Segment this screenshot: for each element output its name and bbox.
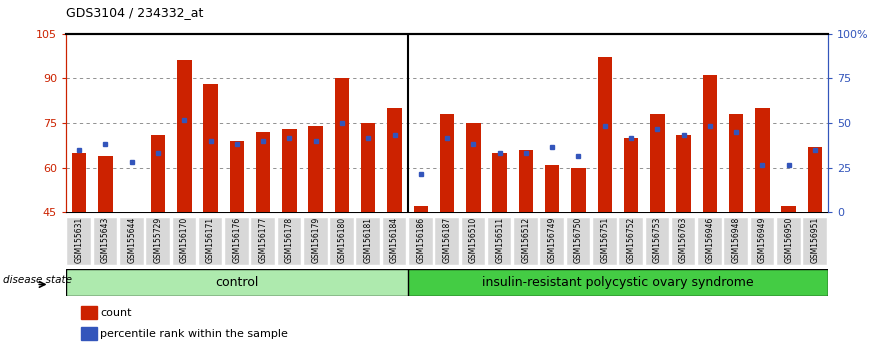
Bar [99,156,113,212]
FancyBboxPatch shape [619,218,643,264]
Text: GSM156181: GSM156181 [364,217,373,263]
FancyBboxPatch shape [672,218,695,264]
FancyBboxPatch shape [357,218,380,264]
Bar [729,114,744,212]
Text: GSM156176: GSM156176 [233,217,241,263]
Bar [440,114,455,212]
Bar [808,147,822,212]
Text: GSM156948: GSM156948 [731,217,741,263]
Text: GSM155643: GSM155643 [101,217,110,263]
Bar [408,269,828,296]
Bar [335,78,349,212]
Bar [677,135,691,212]
Text: GSM156750: GSM156750 [574,217,583,263]
FancyBboxPatch shape [330,218,354,264]
FancyBboxPatch shape [803,218,827,264]
Bar [66,269,408,296]
Text: GSM156510: GSM156510 [469,217,478,263]
Bar [571,168,586,212]
Text: GSM156512: GSM156512 [522,217,530,263]
Text: GSM156749: GSM156749 [548,217,557,263]
FancyBboxPatch shape [251,218,275,264]
Text: count: count [100,308,132,318]
FancyBboxPatch shape [698,218,722,264]
Bar [703,75,717,212]
Text: GSM156184: GSM156184 [390,217,399,263]
FancyBboxPatch shape [646,218,670,264]
FancyBboxPatch shape [304,218,328,264]
Text: GSM156752: GSM156752 [626,217,635,263]
Text: disease state: disease state [4,275,72,285]
Bar [781,206,796,212]
FancyBboxPatch shape [278,218,301,264]
Bar [755,108,770,212]
Bar [624,138,638,212]
FancyBboxPatch shape [540,218,564,264]
FancyBboxPatch shape [566,218,590,264]
Bar [282,129,297,212]
Bar [519,150,533,212]
Text: GSM155644: GSM155644 [127,217,137,263]
Bar [466,123,481,212]
Text: insulin-resistant polycystic ovary syndrome: insulin-resistant polycystic ovary syndr… [482,276,754,289]
FancyBboxPatch shape [382,218,406,264]
FancyBboxPatch shape [225,218,248,264]
Text: GSM156946: GSM156946 [706,217,714,263]
Text: GSM156180: GSM156180 [337,217,346,263]
Bar [492,153,507,212]
Text: GDS3104 / 234332_at: GDS3104 / 234332_at [66,6,204,19]
Text: GSM156753: GSM156753 [653,217,662,263]
Text: GSM156178: GSM156178 [285,217,294,263]
FancyBboxPatch shape [488,218,512,264]
FancyBboxPatch shape [751,218,774,264]
Text: GSM156751: GSM156751 [600,217,610,263]
Bar [413,206,428,212]
Bar [650,114,664,212]
FancyBboxPatch shape [462,218,485,264]
Bar [72,153,86,212]
FancyBboxPatch shape [515,218,537,264]
Text: GSM156763: GSM156763 [679,217,688,263]
Text: GSM156951: GSM156951 [811,217,819,263]
Bar [361,123,375,212]
Bar [230,141,244,212]
Bar [177,61,191,212]
FancyBboxPatch shape [199,218,222,264]
Bar [81,307,97,319]
FancyBboxPatch shape [146,218,170,264]
Text: GSM156511: GSM156511 [495,217,504,263]
Text: GSM156171: GSM156171 [206,217,215,263]
Text: control: control [215,276,258,289]
Bar [256,132,270,212]
FancyBboxPatch shape [724,218,748,264]
Text: percentile rank within the sample: percentile rank within the sample [100,329,288,339]
Bar [597,57,612,212]
FancyBboxPatch shape [173,218,196,264]
FancyBboxPatch shape [67,218,91,264]
Text: GSM156186: GSM156186 [417,217,426,263]
FancyBboxPatch shape [593,218,617,264]
Bar [545,165,559,212]
FancyBboxPatch shape [777,218,801,264]
Bar [388,108,402,212]
FancyBboxPatch shape [435,218,459,264]
Text: GSM156179: GSM156179 [311,217,320,263]
Text: GSM155631: GSM155631 [75,217,84,263]
Bar [151,135,166,212]
FancyBboxPatch shape [120,218,144,264]
Text: GSM156177: GSM156177 [259,217,268,263]
Bar [81,327,97,340]
Text: GSM155729: GSM155729 [153,217,163,263]
Text: GSM156949: GSM156949 [758,217,767,263]
FancyBboxPatch shape [93,218,117,264]
FancyBboxPatch shape [409,218,433,264]
Bar [308,126,323,212]
Text: GSM156170: GSM156170 [180,217,189,263]
Bar [204,84,218,212]
Text: GSM156187: GSM156187 [442,217,452,263]
Text: GSM156950: GSM156950 [784,217,793,263]
